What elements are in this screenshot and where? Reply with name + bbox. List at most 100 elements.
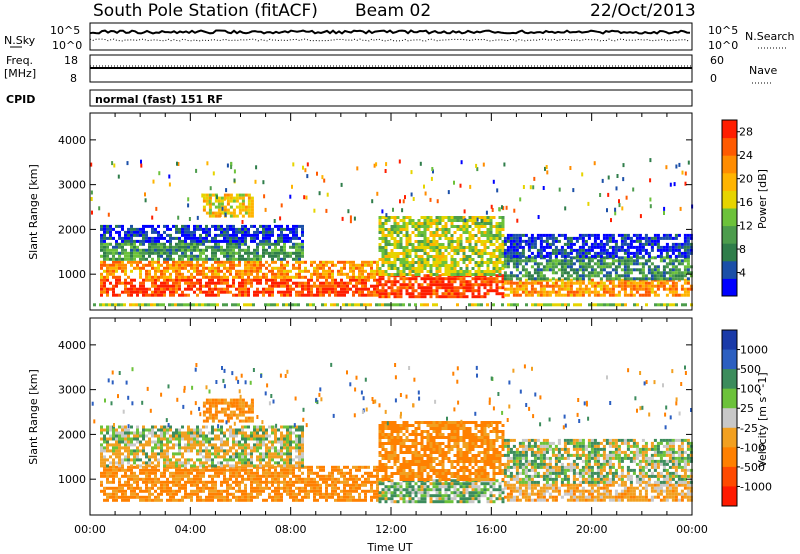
data-cell	[596, 293, 600, 297]
data-cell	[632, 245, 636, 249]
data-cell	[298, 480, 301, 484]
data-cell	[202, 461, 205, 465]
data-cell	[444, 292, 448, 296]
data-cell	[217, 211, 221, 215]
data-cell	[292, 251, 295, 255]
data-cell	[109, 495, 112, 499]
data-cell	[626, 251, 630, 255]
data-cell	[474, 283, 478, 287]
data-cell	[492, 255, 496, 258]
data-cell	[573, 303, 576, 307]
data-cell	[629, 284, 633, 288]
data-speck	[375, 162, 378, 167]
data-cell	[632, 254, 636, 258]
data-cell	[171, 303, 174, 307]
data-cell	[280, 251, 283, 255]
data-cell	[331, 471, 334, 475]
data-cell	[390, 261, 394, 264]
data-speck	[490, 204, 493, 209]
data-cell	[130, 474, 133, 478]
data-cell	[106, 242, 109, 246]
data-cell	[530, 242, 534, 246]
data-cell	[118, 236, 121, 240]
data-cell	[163, 230, 166, 234]
data-cell	[459, 216, 463, 219]
data-cell	[399, 292, 403, 296]
data-cell	[283, 290, 286, 294]
data-cell	[193, 266, 196, 270]
data-cell	[512, 262, 516, 266]
data-speck	[140, 163, 143, 168]
data-cell	[644, 287, 648, 291]
data-cell	[629, 268, 633, 272]
data-cell	[172, 443, 175, 447]
data-cell	[638, 287, 642, 291]
data-cell	[358, 483, 361, 487]
data-cell	[393, 267, 397, 270]
data-cell	[226, 254, 229, 258]
data-cell	[521, 248, 525, 252]
data-cell	[295, 492, 298, 496]
data-cell	[515, 236, 519, 240]
data-cell	[450, 234, 454, 237]
data-cell	[521, 290, 525, 294]
data-cell	[232, 248, 235, 252]
data-cell	[217, 224, 220, 228]
data-cell	[399, 286, 403, 290]
data-cell	[349, 489, 352, 493]
data-cell	[241, 199, 245, 203]
data-cell	[295, 248, 298, 252]
data-cell	[322, 480, 325, 484]
data-cell	[420, 240, 424, 243]
data-cell	[196, 483, 199, 487]
data-cell	[459, 280, 463, 284]
data-cell	[175, 227, 178, 231]
data-cell	[292, 498, 295, 502]
data-cell	[145, 489, 148, 493]
data-cell	[229, 446, 232, 450]
data-cell	[229, 196, 233, 200]
data-cell	[381, 222, 385, 225]
data-cell	[572, 277, 576, 281]
data-cell	[271, 477, 274, 481]
data-cell	[456, 216, 460, 219]
data-cell	[238, 254, 241, 258]
data-cell	[480, 240, 484, 243]
data-cell	[590, 254, 594, 258]
data-cell	[498, 231, 502, 234]
data-cell	[232, 233, 235, 237]
data-cell	[247, 498, 250, 502]
data-cell	[542, 245, 546, 249]
data-cell	[298, 245, 301, 249]
data-cell	[381, 273, 385, 276]
data-cell	[346, 498, 349, 502]
data-cell	[289, 480, 292, 484]
data-cell	[100, 480, 103, 484]
data-cell	[184, 495, 187, 499]
data-cell	[147, 303, 150, 307]
data-cell	[145, 230, 148, 234]
data-cell	[148, 236, 151, 240]
data-cell	[154, 266, 157, 270]
data-cell	[229, 214, 233, 218]
data-cell	[301, 245, 304, 249]
data-cell	[319, 293, 322, 297]
data-cell	[641, 274, 645, 278]
data-cell	[495, 292, 499, 296]
data-cell	[145, 474, 148, 478]
data-cell	[370, 498, 373, 502]
data-cell	[477, 273, 481, 276]
data-cell	[542, 265, 546, 269]
data-cell	[325, 281, 328, 285]
data-cell	[462, 222, 466, 225]
data-cell	[680, 287, 684, 291]
data-cell	[193, 263, 196, 267]
data-cell	[244, 248, 247, 252]
data-cell	[196, 480, 199, 484]
data-cell	[533, 277, 537, 281]
data-cell	[429, 255, 433, 258]
data-cell	[100, 272, 103, 276]
data-speck	[533, 176, 536, 181]
data-cell	[462, 273, 466, 276]
data-cell	[352, 260, 355, 264]
